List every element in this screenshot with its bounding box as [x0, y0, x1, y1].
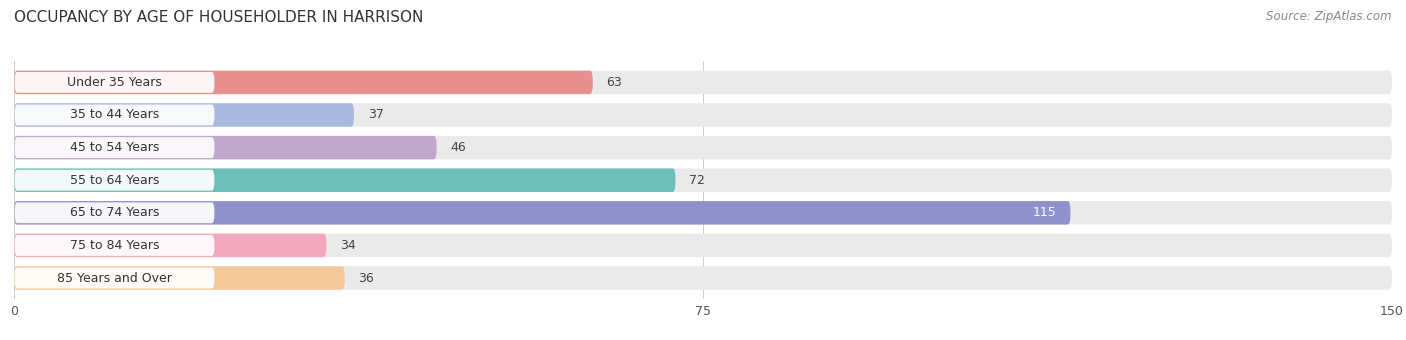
FancyBboxPatch shape [14, 136, 1392, 159]
Text: 72: 72 [689, 174, 704, 187]
Text: OCCUPANCY BY AGE OF HOUSEHOLDER IN HARRISON: OCCUPANCY BY AGE OF HOUSEHOLDER IN HARRI… [14, 10, 423, 25]
FancyBboxPatch shape [14, 235, 214, 256]
FancyBboxPatch shape [14, 103, 354, 127]
FancyBboxPatch shape [14, 266, 1392, 290]
FancyBboxPatch shape [14, 103, 1392, 127]
FancyBboxPatch shape [14, 234, 1392, 257]
FancyBboxPatch shape [14, 201, 1392, 224]
Text: 85 Years and Over: 85 Years and Over [58, 272, 172, 285]
FancyBboxPatch shape [14, 170, 214, 191]
FancyBboxPatch shape [14, 137, 214, 158]
Text: 63: 63 [606, 76, 623, 89]
FancyBboxPatch shape [14, 72, 214, 93]
FancyBboxPatch shape [14, 136, 437, 159]
FancyBboxPatch shape [14, 168, 675, 192]
Text: Under 35 Years: Under 35 Years [67, 76, 162, 89]
FancyBboxPatch shape [14, 71, 1392, 94]
FancyBboxPatch shape [14, 201, 1070, 224]
Text: 36: 36 [359, 272, 374, 285]
Text: 45 to 54 Years: 45 to 54 Years [70, 141, 159, 154]
Text: 65 to 74 Years: 65 to 74 Years [70, 206, 159, 219]
FancyBboxPatch shape [14, 234, 326, 257]
Text: 35 to 44 Years: 35 to 44 Years [70, 108, 159, 121]
FancyBboxPatch shape [14, 266, 344, 290]
FancyBboxPatch shape [14, 71, 593, 94]
Text: 55 to 64 Years: 55 to 64 Years [70, 174, 159, 187]
Text: 75 to 84 Years: 75 to 84 Years [70, 239, 159, 252]
Text: Source: ZipAtlas.com: Source: ZipAtlas.com [1267, 10, 1392, 23]
Text: 115: 115 [1033, 206, 1057, 219]
FancyBboxPatch shape [14, 202, 214, 223]
FancyBboxPatch shape [14, 168, 1392, 192]
FancyBboxPatch shape [14, 105, 214, 125]
Text: 34: 34 [340, 239, 356, 252]
Text: 37: 37 [368, 108, 384, 121]
Text: 46: 46 [450, 141, 467, 154]
FancyBboxPatch shape [14, 268, 214, 288]
